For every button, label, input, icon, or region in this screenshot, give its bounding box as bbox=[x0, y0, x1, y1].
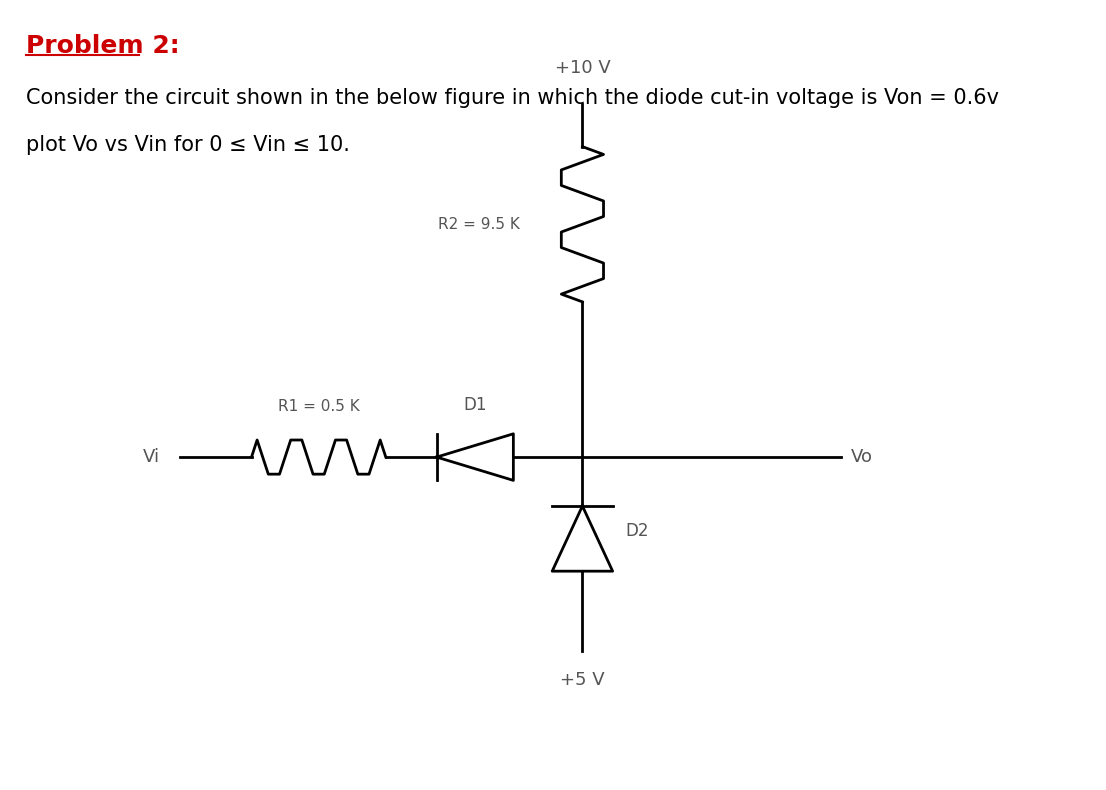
Text: plot Vo vs Vin for 0 ≤ Vin ≤ 10.: plot Vo vs Vin for 0 ≤ Vin ≤ 10. bbox=[27, 135, 349, 155]
Text: R2 = 9.5 K: R2 = 9.5 K bbox=[438, 216, 520, 231]
Text: R1 = 0.5 K: R1 = 0.5 K bbox=[278, 400, 359, 415]
Text: Vo: Vo bbox=[851, 448, 873, 466]
Text: Vi: Vi bbox=[144, 448, 160, 466]
Text: +5 V: +5 V bbox=[560, 671, 605, 689]
Text: D1: D1 bbox=[463, 397, 487, 415]
Text: Problem 2:: Problem 2: bbox=[27, 34, 180, 58]
Text: D2: D2 bbox=[626, 522, 649, 540]
Text: +10 V: +10 V bbox=[554, 58, 611, 77]
Text: Consider the circuit shown in the below figure in which the diode cut-in voltage: Consider the circuit shown in the below … bbox=[27, 88, 999, 108]
